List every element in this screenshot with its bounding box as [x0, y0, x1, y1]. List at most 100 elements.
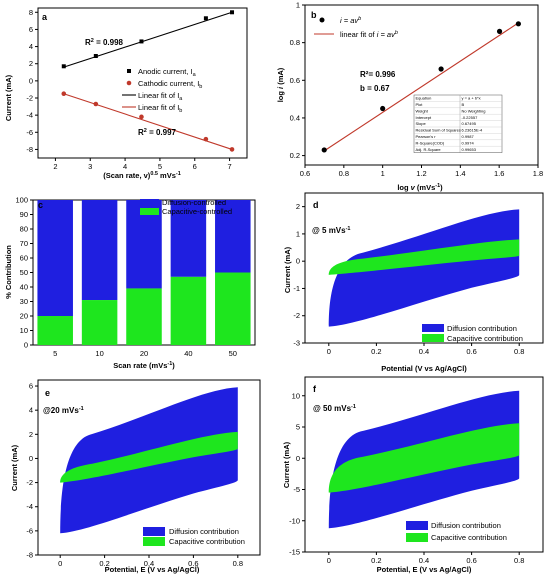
panel-c-x-tick-label: 10 [95, 349, 103, 358]
fit-table-value: 0.67495 [462, 121, 477, 126]
panel-c-y-tick-label: 40 [20, 283, 28, 292]
bar-diffusion [37, 200, 73, 316]
panel-d: d 0 0.2 0.4 0.6 0.8 -3 -2 -1 0 1 2 @ 5 mVs-1 Diffu… [283, 192, 544, 373]
panel-e-y-tick-label: 4 [29, 406, 33, 415]
panel-a-x-tick-label: 6 [193, 162, 197, 171]
bar-diffusion [170, 200, 207, 277]
panel-f-y-tick-label: -5 [293, 485, 300, 494]
panel-f-x-tick-label: 0.2 [371, 556, 381, 565]
panel-a-y-tick-label: 0 [29, 76, 33, 85]
panel-a-r2-cathodic: R2 = 0.997 [138, 128, 177, 137]
legend-label-fit-i: linear fit of i = avb [340, 30, 398, 39]
legend-label-fit-ia: Linear fit of Ia [138, 91, 183, 102]
legend-label-diffusion: Diffusion contribution [169, 527, 239, 536]
legend-swatch-diffusion [143, 527, 165, 536]
panel-f-y-tick-label: 0 [296, 454, 300, 463]
panel-e-legend: Diffusion contribution Capacitive contri… [143, 527, 245, 546]
panel-b-x-tick-label: 1.4 [455, 169, 465, 178]
fit-table-value: 0.9974 [462, 140, 475, 145]
panel-a-y-tick-label: -8 [26, 145, 33, 154]
panel-a-y-tick-label: 2 [29, 59, 33, 68]
data-point-cathodic [139, 114, 144, 120]
panel-b-xlabel: log v (mVs-1) [397, 183, 443, 192]
cv-loop-diffusion [328, 209, 520, 327]
legend-swatch-diffusion [422, 324, 444, 332]
panel-b-x-tick-label: 0.8 [339, 169, 349, 178]
panel-a-y-tick-label: -4 [26, 111, 33, 120]
data-point-anodic [203, 16, 208, 21]
legend-swatch-diffusion [140, 199, 159, 206]
legend-label-capacitive: Capacitive contribution [431, 533, 507, 542]
bar-capacitive [215, 272, 251, 345]
panel-f-legend: Diffusion contribution Capacitive contri… [406, 521, 507, 542]
panel-e-y-tick-label: -4 [26, 502, 33, 511]
panel-e-x-tick-label: 0.6 [188, 559, 198, 568]
bar-capacitive [81, 300, 118, 345]
panel-b-y-tick-label: 0.6 [290, 76, 300, 85]
fit-table-value: 0.99653 [462, 147, 477, 152]
panel-a-r2-anodic: R2 = 0.998 [85, 38, 124, 47]
panel-a-letter: a [42, 12, 48, 22]
panel-f-y-tick-label: 10 [292, 391, 300, 400]
panel-b: b 0.6 0.8 1 1.2 1.4 1.6 1.8 0.2 0.4 0.6 0.8 1 i = a… [276, 1, 543, 193]
panel-a-x-tick-label: 2 [53, 162, 57, 171]
panel-c-y-tick-label: 20 [20, 312, 28, 321]
panel-f-x-tick-label: 0 [327, 556, 331, 565]
panel-f-y-tick-label: 5 [296, 423, 300, 432]
panel-c-y-tick-label: 80 [20, 225, 28, 234]
panel-a-y-tick-label: 4 [29, 42, 33, 51]
panel-e-y-tick-label: -8 [26, 551, 33, 560]
legend-marker-anodic [127, 69, 131, 73]
panel-a-y-tick-label: 6 [29, 25, 33, 34]
legend-label-diffusion: Diffusion contribution [447, 324, 517, 333]
data-point-anodic [230, 10, 235, 15]
panel-a-x-tick-label: 4 [123, 162, 127, 171]
fit-table-key: Pearson's r [416, 134, 437, 139]
cv-loop-capacitive [328, 423, 520, 493]
fit-table-value: 6.23615E-4 [462, 128, 483, 133]
panel-b-y-tick-label: 1 [296, 1, 300, 10]
panel-f-x-tick-label: 0.4 [419, 556, 429, 565]
panel-d-y-tick-label: -1 [293, 284, 300, 293]
panel-c-letter: c [38, 200, 43, 210]
panel-c-y-tick-label: 70 [20, 239, 28, 248]
legend-label-capacitive: Capacitive-controlled [162, 207, 232, 216]
legend-swatch-capacitive [140, 208, 159, 215]
panel-f-scan-rate: @ 50 mVs-1 [313, 404, 356, 413]
fit-table-value: 0.9987 [462, 134, 475, 139]
legend-label-fit-ib: Linear fit of Ib [138, 103, 182, 114]
bar-diffusion [215, 200, 251, 273]
panel-c-xlabel: Scan rate (mVs-1) [113, 361, 175, 370]
panel-b-y-tick-label: 0.8 [290, 38, 300, 47]
panel-c-x-tick-label: 40 [184, 349, 192, 358]
panel-a: a 2 3 4 5 6 7 -8 -6 -4 -2 0 2 4 6 8 Anodic current, Ia… [4, 7, 248, 180]
fit-table-value: -0.22557 [462, 115, 479, 120]
panel-d-scan-rate: @ 5 mVs-1 [312, 226, 350, 235]
panel-f-y-tick-label: -10 [289, 516, 300, 525]
fit-table-key: Equation [416, 96, 432, 101]
data-point-log [438, 66, 444, 72]
panel-d-legend: Diffusion contribution Capacitive contri… [422, 324, 523, 343]
panel-c-y-tick-label: 60 [20, 254, 28, 263]
panel-e-y-tick-label: 6 [29, 382, 33, 391]
fit-table-key: Residual Sum of Squares [416, 128, 461, 133]
panel-e-xlabel: Potential, E (V vs Ag/AgCl) [105, 565, 200, 574]
panel-f-x-tick-label: 0.6 [466, 556, 476, 565]
data-point-cathodic [61, 91, 67, 97]
legend-swatch-capacitive [422, 334, 444, 342]
fit-table-key: Slope [416, 121, 427, 126]
panel-c-x-tick-label: 20 [140, 349, 148, 358]
panel-b-fit-table: Equation y = a + b*x Plot B Weight No Weighti… [413, 94, 503, 153]
legend-label-capacitive: Capacitive contribution [447, 334, 523, 343]
panel-b-x-tick-label: 1 [381, 169, 385, 178]
panel-c-y-tick-label: 90 [20, 210, 28, 219]
panel-e-x-tick-label: 0 [58, 559, 62, 568]
cv-loop-capacitive [328, 239, 520, 275]
panel-c-x-tick-label: 50 [229, 349, 237, 358]
panel-f-xlabel: Potential, E (V vs Ag/AgCl) [377, 565, 472, 574]
panel-c-x-tick-label: 5 [53, 349, 57, 358]
cv-loop-capacitive [60, 431, 238, 483]
legend-label-diffusion: Diffusion contribution [431, 521, 501, 530]
panel-b-y-tick-label: 0.4 [290, 113, 300, 122]
legend-swatch-capacitive [406, 533, 428, 542]
